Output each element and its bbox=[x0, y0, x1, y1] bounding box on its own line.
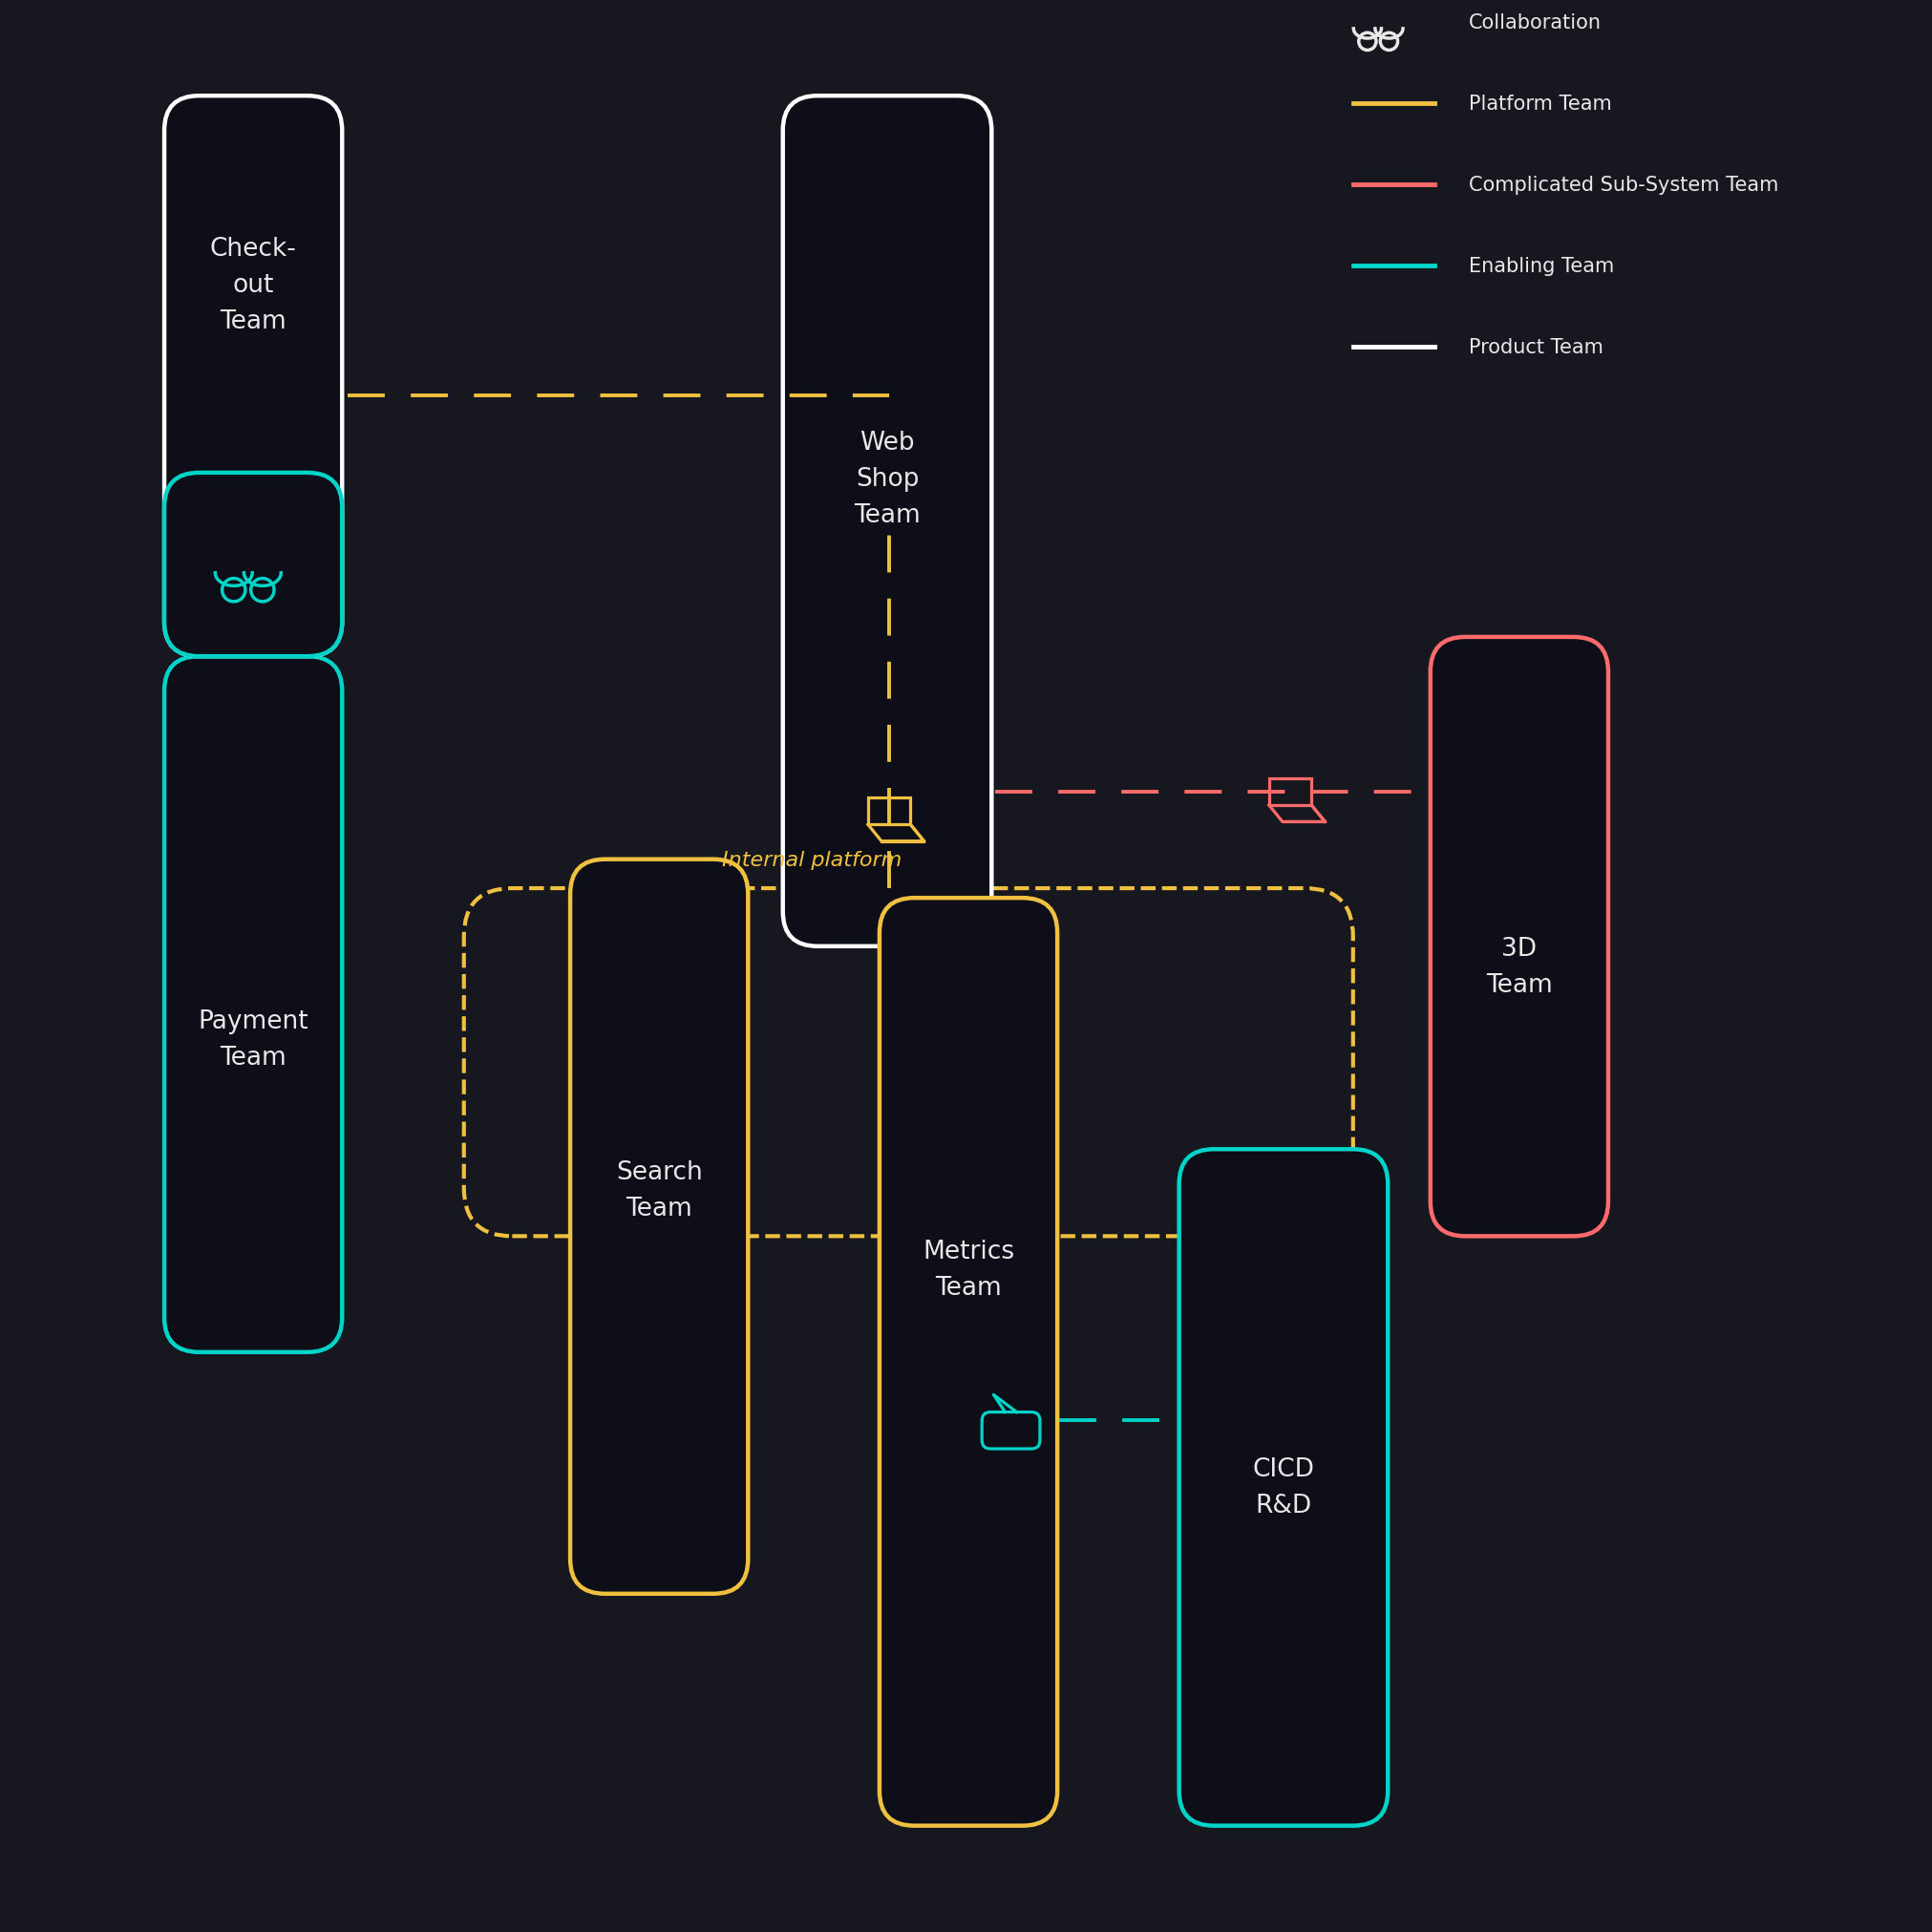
Text: Enabling Team: Enabling Team bbox=[1468, 257, 1613, 276]
Text: Search
Team: Search Team bbox=[616, 1159, 701, 1221]
FancyBboxPatch shape bbox=[1430, 638, 1607, 1236]
Text: Complicated Sub-System Team: Complicated Sub-System Team bbox=[1468, 176, 1777, 195]
FancyBboxPatch shape bbox=[570, 860, 748, 1594]
Text: Platform Team: Platform Team bbox=[1468, 95, 1611, 114]
Text: Metrics
Team: Metrics Team bbox=[922, 1238, 1014, 1300]
FancyBboxPatch shape bbox=[782, 97, 991, 947]
Text: Internal platform: Internal platform bbox=[721, 850, 902, 869]
FancyBboxPatch shape bbox=[1179, 1150, 1387, 1826]
Text: Payment
Team: Payment Team bbox=[197, 1009, 309, 1070]
FancyBboxPatch shape bbox=[164, 657, 342, 1352]
Text: 3D
Team: 3D Team bbox=[1486, 937, 1551, 997]
FancyBboxPatch shape bbox=[164, 97, 342, 657]
Text: Collaboration: Collaboration bbox=[1468, 14, 1602, 33]
Text: Check-
out
Team: Check- out Team bbox=[211, 236, 296, 334]
Text: CICD
R&D: CICD R&D bbox=[1252, 1457, 1314, 1519]
Text: Web
Shop
Team: Web Shop Team bbox=[854, 431, 920, 527]
Text: Product Team: Product Team bbox=[1468, 338, 1604, 357]
FancyBboxPatch shape bbox=[164, 473, 342, 657]
FancyBboxPatch shape bbox=[879, 898, 1057, 1826]
